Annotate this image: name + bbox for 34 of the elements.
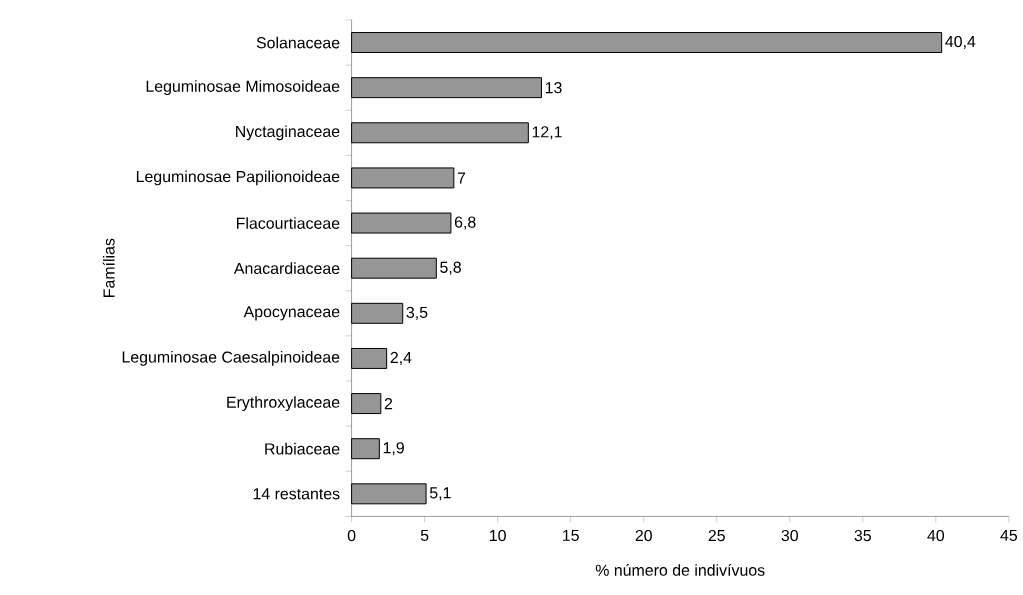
x-tick-label: 25 <box>708 529 725 542</box>
x-tick-label: 5 <box>420 529 429 541</box>
y-tick-label: Nyctaginaceae <box>236 125 340 141</box>
y-tick-label: Leguminosae Mimosoideae <box>146 80 340 95</box>
data-label: 6,8 <box>454 216 476 230</box>
x-tick-label: 30 <box>781 529 798 542</box>
data-label: 12,1 <box>532 126 562 140</box>
y-tick-label: Anacardiaceae <box>233 262 340 274</box>
data-label: 2,4 <box>390 351 412 365</box>
x-axis-title: % número de indivívuos <box>595 563 765 576</box>
data-label: 1,9 <box>383 441 404 456</box>
x-tick-label: 10 <box>490 529 506 542</box>
y-tick-label: Erythroxylaceae <box>227 396 340 411</box>
x-tick-label: 40 <box>927 529 945 542</box>
y-axis-title: Famílias <box>102 238 115 297</box>
x-tick-label: 35 <box>854 529 871 542</box>
data-label: 2 <box>384 397 393 409</box>
x-tick-label: 0 <box>347 529 356 542</box>
y-tick-label: Solanaceae <box>256 36 340 49</box>
y-tick-label: Apocynaceae <box>243 306 340 321</box>
x-tick-label: 45 <box>1000 529 1018 541</box>
y-tick-label: 14 restantes <box>253 488 340 500</box>
data-label: 5,1 <box>429 487 451 501</box>
x-tick-label: 15 <box>563 529 579 541</box>
y-tick-label: Leguminosae Papilionoideae <box>136 170 340 186</box>
y-tick-label: Flacourtiaceae <box>236 217 340 229</box>
data-label: 7 <box>457 172 466 184</box>
y-tick-label: Rubiaceae <box>265 442 340 455</box>
data-label: 3,5 <box>406 306 428 320</box>
data-label: 40,4 <box>945 35 976 49</box>
x-tick-label: 20 <box>635 529 652 542</box>
data-label: 13 <box>545 81 562 94</box>
y-tick-label: Leguminosae Caesalpinoideae <box>122 350 340 366</box>
data-label: 5,8 <box>440 261 461 275</box>
